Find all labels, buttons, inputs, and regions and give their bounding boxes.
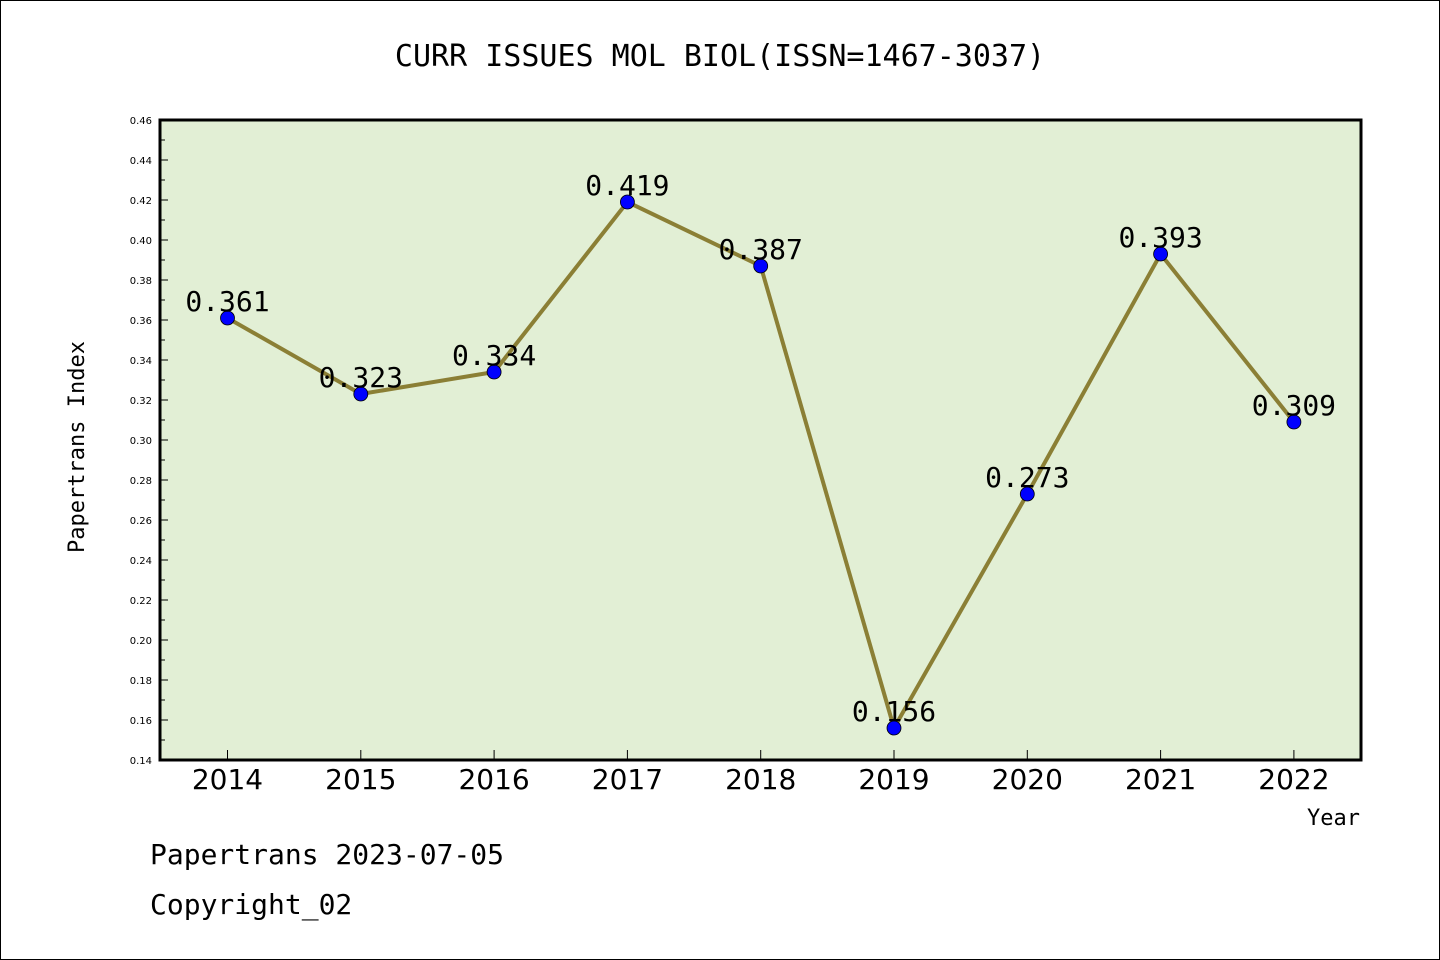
footer-copyright: Copyright_02: [150, 888, 352, 922]
y-axis: 0.14 0.16 0.18 0.20 0.22 0.24 0.26 0.28 0.30 0.32…: [130, 116, 168, 767]
data-labels: 0.361 0.323 0.334 0.419 0.387 0.156 0.273 0.393…: [185, 169, 1336, 728]
data-point: [753, 258, 769, 274]
data-label: 0.361: [185, 285, 269, 318]
plot-area: [158, 118, 1363, 762]
data-label: 0.273: [985, 461, 1069, 494]
y-tick-label: 0.30: [130, 436, 152, 447]
data-point: [620, 194, 635, 210]
data-point: [886, 720, 902, 736]
data-label: 0.387: [719, 233, 803, 266]
chart-title: CURR ISSUES MOL BIOL(ISSN=1467-3037): [395, 39, 1045, 74]
data-point: [353, 386, 369, 402]
y-tick-label: 0.46: [130, 116, 152, 127]
series-markers: [220, 194, 1302, 736]
x-tick-label: 2019: [858, 763, 929, 796]
data-label: 0.393: [1118, 221, 1202, 254]
x-tick-label: 2021: [1125, 763, 1196, 796]
x-tick-label: 2018: [725, 763, 796, 796]
x-axis-label: Year: [1307, 806, 1360, 831]
y-tick-label: 0.16: [130, 716, 152, 727]
x-axis: 2014 2015 2016 2017 2018 2019 2020 2021 2022: [192, 750, 1330, 796]
footer-date: Papertrans 2023-07-05: [150, 838, 504, 871]
data-label: 0.323: [319, 361, 403, 394]
y-tick-label: 0.38: [130, 276, 152, 287]
x-tick-label: 2022: [1258, 763, 1329, 796]
data-point: [1153, 246, 1168, 262]
x-tick-label: 2015: [325, 763, 396, 796]
y-tick-label: 0.24: [130, 556, 152, 567]
y-tick-label: 0.36: [130, 316, 152, 327]
x-tick-label: 2017: [592, 763, 663, 796]
x-tick-label: 2016: [458, 763, 529, 796]
y-tick-label: 0.26: [130, 516, 152, 527]
x-tick-label: 2020: [992, 763, 1063, 796]
y-tick-label: 0.14: [130, 756, 152, 767]
y-tick-label: 0.28: [130, 476, 152, 487]
y-tick-label: 0.22: [130, 596, 152, 607]
y-tick-label: 0.42: [130, 196, 152, 207]
y-tick-label: 0.40: [130, 236, 152, 247]
data-label: 0.156: [852, 695, 936, 728]
y-tick-label: 0.44: [130, 156, 152, 167]
y-tick-label: 0.20: [130, 636, 152, 647]
data-label: 0.309: [1252, 389, 1336, 422]
y-tick-label: 0.34: [130, 356, 152, 367]
data-point: [1286, 414, 1302, 430]
data-label: 0.334: [452, 339, 536, 372]
data-point: [1019, 486, 1035, 502]
y-tick-label: 0.18: [130, 676, 152, 687]
data-point: [486, 364, 502, 380]
y-tick-label: 0.32: [130, 396, 152, 407]
data-point: [220, 310, 235, 326]
x-tick-label: 2014: [192, 763, 263, 796]
y-axis-label: Papertrans Index: [65, 341, 90, 553]
data-label: 0.419: [585, 169, 669, 202]
